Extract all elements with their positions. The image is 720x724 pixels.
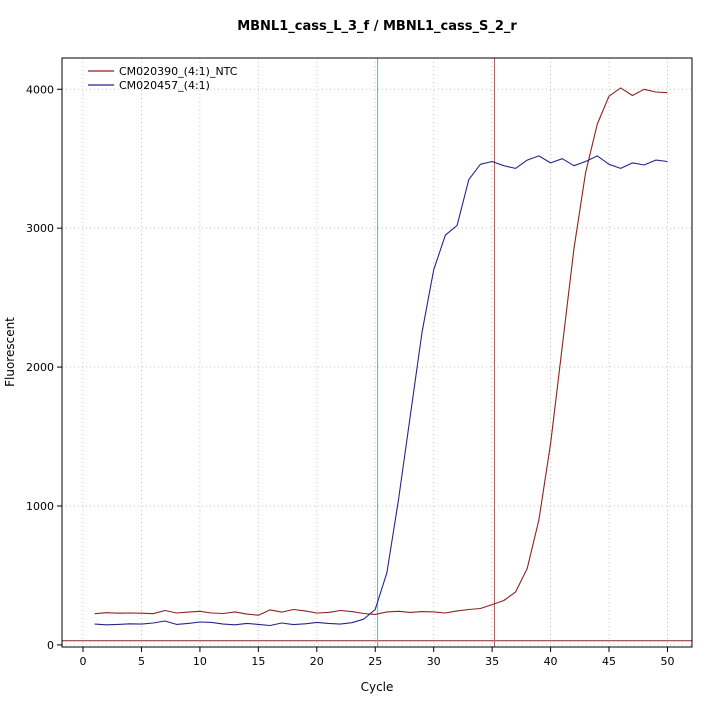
x-tick-label: 15 [251, 655, 265, 668]
plot-border [61, 57, 693, 648]
y-tick-label: 3000 [26, 222, 54, 235]
x-tick-label: 50 [660, 655, 674, 668]
x-tick-label: 10 [193, 655, 207, 668]
x-tick-label: 0 [80, 655, 87, 668]
x-tick-label: 35 [485, 655, 499, 668]
y-tick-label: 2000 [26, 361, 54, 374]
x-tick-label: 45 [602, 655, 616, 668]
x-tick-label: 40 [544, 655, 558, 668]
plot-area: 0 5 10 15 20 25 30 35 40 45 50 0 1000 2000 3000 4000 CM0… [26, 57, 693, 668]
x-tick-label: 20 [310, 655, 324, 668]
y-tick-label: 4000 [26, 83, 54, 96]
legend-label: CM020390_(4:1)_NTC [119, 65, 238, 78]
series-line-CM020390_(4:1)_NTC [94, 87, 668, 616]
chart-title: MBNL1_cass_L_3_f / MBNL1_cass_S_2_r [237, 19, 517, 34]
x-tick-label: 30 [427, 655, 441, 668]
y-tick-label: 0 [47, 639, 54, 652]
legend-label: CM020457_(4:1) [119, 79, 210, 92]
y-tick-label: 1000 [26, 500, 54, 513]
y-axis-label: Fluorescent [3, 317, 17, 387]
series-line-CM020457_(4:1) [94, 155, 668, 627]
x-tick-label: 5 [138, 655, 145, 668]
x-tick-label: 25 [368, 655, 382, 668]
x-axis-label: Cycle [361, 680, 394, 694]
